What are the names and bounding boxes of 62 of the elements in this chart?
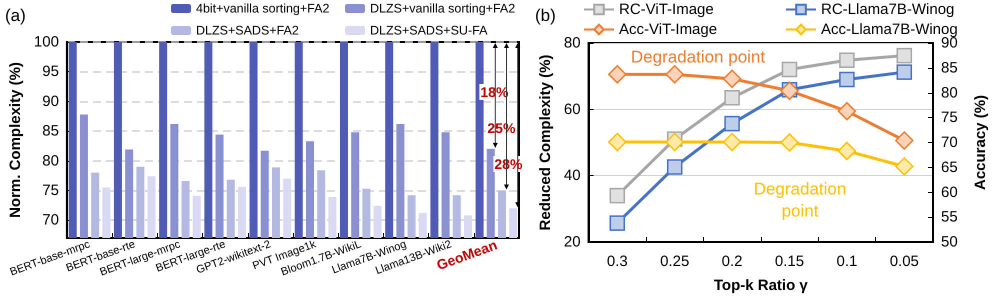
y2-tick-label: 60 [941, 184, 958, 201]
y-tick-label: 20 [564, 234, 581, 250]
point [608, 65, 627, 84]
point [780, 133, 799, 152]
point [608, 132, 627, 152]
point [665, 65, 684, 84]
y-axis-title: Norm. Complexity (%) [7, 62, 24, 218]
point [839, 52, 855, 68]
legend-label: DLZS+vanilla sorting+FA2 [370, 2, 516, 16]
point [839, 72, 855, 88]
y-tick-label: 95 [42, 63, 59, 80]
y2-tick-label: 55 [941, 208, 958, 226]
y2-tick-label: 75 [941, 109, 958, 126]
y-tick-label: 70 [42, 212, 59, 229]
x-tick-label: 0.1 [836, 253, 858, 270]
x-tick-label: 0.05 [890, 253, 919, 270]
legend-label: Acc-ViT-Image [619, 21, 718, 38]
x-tick-label: 0.2 [722, 253, 743, 270]
annotation: Degradation point [754, 180, 846, 220]
point [666, 159, 682, 175]
y-tick-label: 40 [564, 167, 581, 184]
point [724, 116, 740, 132]
point [782, 62, 798, 78]
legend-label: Acc-Llama7B-Winog [821, 21, 958, 38]
point [896, 48, 912, 64]
point [610, 215, 626, 231]
point [665, 132, 684, 152]
x-tick-label: 0.25 [660, 253, 690, 270]
y2-tick-label: 50 [941, 234, 958, 250]
chart-title: (a) [5, 6, 26, 25]
y-tick-label: 90 [42, 92, 59, 110]
y2-tick-label: 70 [941, 134, 958, 151]
x-axis-title: Top-k Ratio γ [714, 277, 808, 294]
legend-label: RC-Llama7B-Winog [821, 1, 954, 18]
legend-label: DLZS+SADS+FA2 [196, 24, 299, 38]
point [895, 157, 914, 176]
point [724, 90, 740, 106]
y2-tick-label: 85 [941, 59, 958, 76]
y2-tick-label: 80 [941, 84, 958, 102]
y-axis-title: Reduced Complexity (%) [537, 54, 554, 230]
point [722, 132, 742, 152]
point [838, 142, 856, 160]
y-tick-label: 85 [42, 122, 59, 140]
x-tick-label: 0.3 [606, 253, 628, 270]
y-tick-label: 60 [564, 100, 581, 118]
y2-tick-label: 65 [941, 158, 958, 176]
legend-label: RC-ViT-Image [619, 1, 714, 18]
legend-label: 4bit+vanilla sorting+FA2 [196, 2, 330, 16]
legend-label: DLZS+SADS+SU-FA [370, 24, 488, 38]
point [722, 70, 742, 88]
x-tick-label: 0.15 [774, 253, 804, 270]
chart-title: (b) [535, 6, 556, 25]
y-tick-label: 100 [34, 34, 59, 50]
point [610, 188, 626, 204]
y-tick-label: 80 [564, 34, 581, 52]
point [896, 64, 912, 80]
y2-axis-title: Accuracy (%) [972, 94, 989, 190]
annotation: Degradation point [630, 48, 766, 66]
y-tick-label: 75 [42, 182, 59, 199]
point [895, 131, 914, 150]
y-tick-label: 80 [42, 152, 59, 170]
point [838, 102, 856, 120]
